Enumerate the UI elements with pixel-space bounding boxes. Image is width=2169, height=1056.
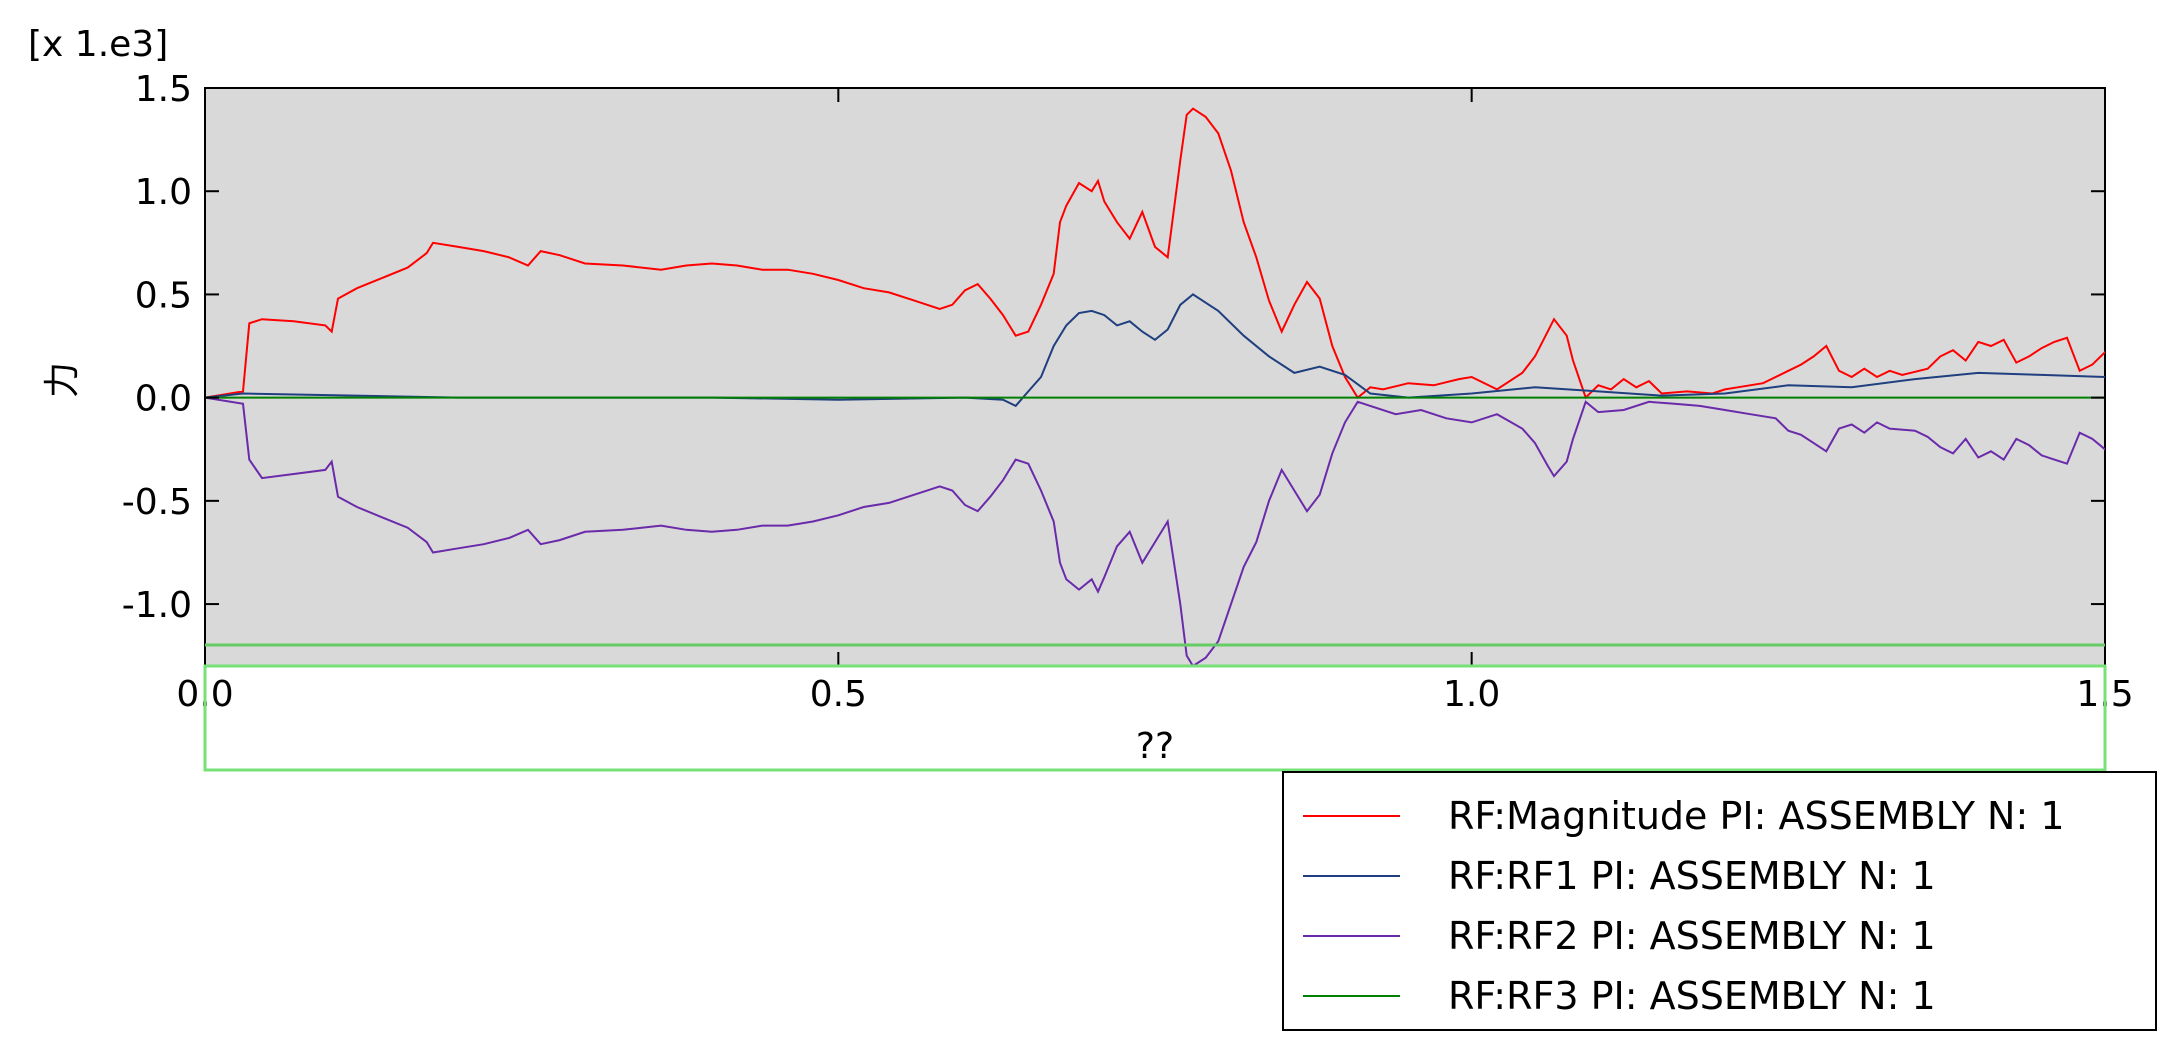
- series-layer: [205, 107, 2105, 666]
- plot-background: [204, 87, 2106, 667]
- y-tick-label-1: 1.5: [135, 69, 192, 110]
- y-tick-label-4: 0.0: [135, 379, 192, 420]
- series-line-3: [205, 396, 2105, 666]
- series-line-2: [205, 293, 2105, 408]
- ticks-layer: 1.51.00.50.0-0.5-1.00.0 0.5 1.0 1.5: [122, 69, 2134, 715]
- y-tick-label-2: 1.0: [135, 172, 192, 213]
- x-tick-label-2: 0.5: [810, 674, 867, 715]
- y-tick-label-5: -0.5: [122, 482, 192, 523]
- series-line-4: [205, 396, 2105, 399]
- x-tick-label-3: 1.0: [1443, 674, 1500, 715]
- y-tick-label-6: -1.0: [122, 585, 192, 626]
- legend: RF:Magnitude PI: ASSEMBLY N: 1 RF:RF1 PI:…: [1282, 771, 2157, 1031]
- legend-label-4: RF:RF3 PI: ASSEMBLY N: 1: [1448, 974, 1936, 1018]
- selection-box: [203, 664, 2107, 772]
- y-axis-title: 力: [42, 362, 83, 398]
- legend-label-2: RF:RF1 PI: ASSEMBLY N: 1: [1448, 854, 1936, 898]
- x-axis-title: ??: [1136, 726, 1174, 767]
- y-multiplier-label: [x 1.e3]: [28, 24, 168, 65]
- legend-label-3: RF:RF2 PI: ASSEMBLY N: 1: [1448, 914, 1936, 958]
- y-tick-label-3: 0.5: [135, 275, 192, 316]
- series-line-1: [205, 107, 2105, 400]
- legend-box: [1282, 771, 2157, 1031]
- legend-label-1: RF:Magnitude PI: ASSEMBLY N: 1: [1448, 794, 2065, 838]
